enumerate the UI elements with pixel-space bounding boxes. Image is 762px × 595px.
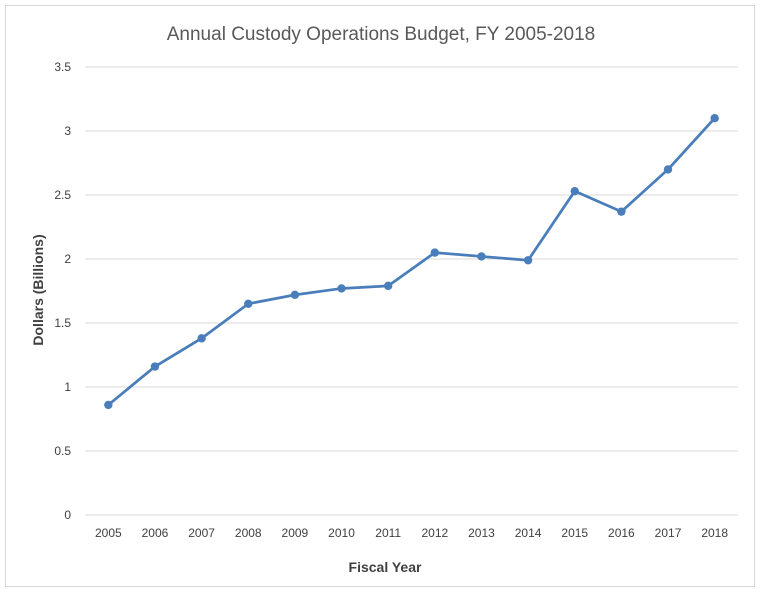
x-tick-label: 2013 — [468, 526, 495, 540]
y-tick-label: 2.5 — [54, 188, 71, 202]
data-point — [197, 334, 206, 343]
data-point — [477, 252, 486, 261]
x-tick-label: 2007 — [188, 526, 215, 540]
data-point — [663, 165, 673, 174]
x-tick-label: 2014 — [515, 526, 542, 540]
y-tick-label: 1 — [64, 380, 71, 394]
y-tick-label: 3 — [64, 124, 71, 138]
data-point — [570, 186, 579, 196]
data-point — [150, 362, 160, 371]
y-tick-label: 0 — [64, 508, 71, 522]
chart-frame — [5, 5, 755, 587]
series-line — [106, 116, 717, 407]
chart-title: Annual Custody Operations Budget, FY 200… — [167, 24, 596, 45]
y-tick-label: 1.5 — [54, 316, 71, 330]
data-point — [383, 281, 393, 291]
data-point — [710, 114, 719, 123]
y-axis-title: Dollars (Billions) — [30, 234, 46, 345]
x-tick-label: 2005 — [95, 526, 122, 540]
x-tick-label: 2009 — [282, 526, 309, 540]
data-point — [430, 248, 440, 257]
y-tick-label: 3.5 — [54, 60, 71, 74]
x-tick-label: 2017 — [655, 526, 682, 540]
x-tick-label: 2018 — [701, 526, 728, 540]
x-axis-title: Fiscal Year — [349, 559, 422, 575]
data-point — [104, 400, 113, 410]
x-tick-label: 2006 — [142, 526, 169, 540]
x-tick-label: 2010 — [328, 526, 355, 540]
y-axis-ticks: 0 0.5 1 1.5 2 2.5 3 3.5 — [54, 60, 71, 522]
x-axis-ticks: 2005 2006 2007 2008 2009 2010 2011 2012 2013 2014… — [95, 526, 728, 540]
x-tick-label: 2015 — [561, 526, 588, 540]
gridlines — [85, 66, 738, 516]
y-tick-label: 0.5 — [54, 444, 71, 458]
data-point — [337, 284, 346, 293]
data-point — [617, 207, 626, 216]
series-group — [104, 114, 719, 410]
x-tick-label: 2012 — [421, 526, 448, 540]
x-tick-label: 2008 — [235, 526, 262, 540]
y-tick-label: 2 — [64, 252, 71, 266]
data-point — [290, 290, 300, 300]
data-point — [244, 299, 253, 308]
x-tick-label: 2011 — [375, 526, 401, 540]
data-point — [523, 256, 533, 265]
x-tick-label: 2016 — [608, 526, 635, 540]
